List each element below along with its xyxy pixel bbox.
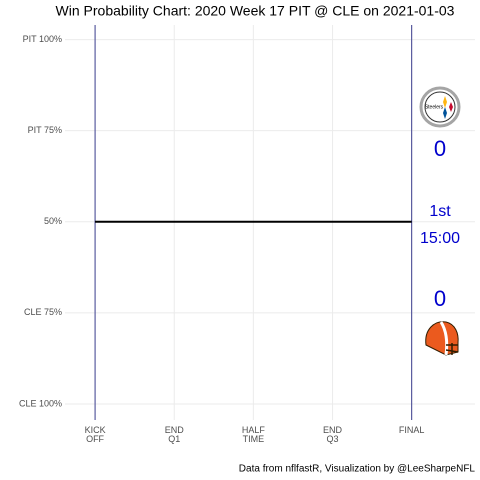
svg-text:Steelers: Steelers [425,104,444,110]
x-tick-label: FINAL [399,425,425,435]
x-tick-label: KICK OFF [85,425,106,444]
home-score: 0 [434,286,446,311]
y-tick-label: PIT 100% [23,34,62,44]
home-logo [425,321,459,356]
y-tick-label: 50% [44,216,62,226]
x-tick-label: END Q3 [323,425,343,444]
y-tick-label: PIT 75% [28,125,62,135]
away-logo: Steelers [419,86,461,128]
y-tick-label: CLE 75% [24,307,62,317]
away-score: 0 [434,136,446,161]
caption: Data from nflfastR, Visualization by @Le… [239,464,476,475]
x-tick-label: END Q1 [165,425,185,444]
y-tick-label: CLE 100% [19,398,62,408]
chart-title: Win Probability Chart: 2020 Week 17 PIT … [56,3,455,19]
x-tick-label: HALF TIME [242,425,266,444]
clock: 15:00 [420,230,460,247]
quarter: 1st [429,203,451,220]
